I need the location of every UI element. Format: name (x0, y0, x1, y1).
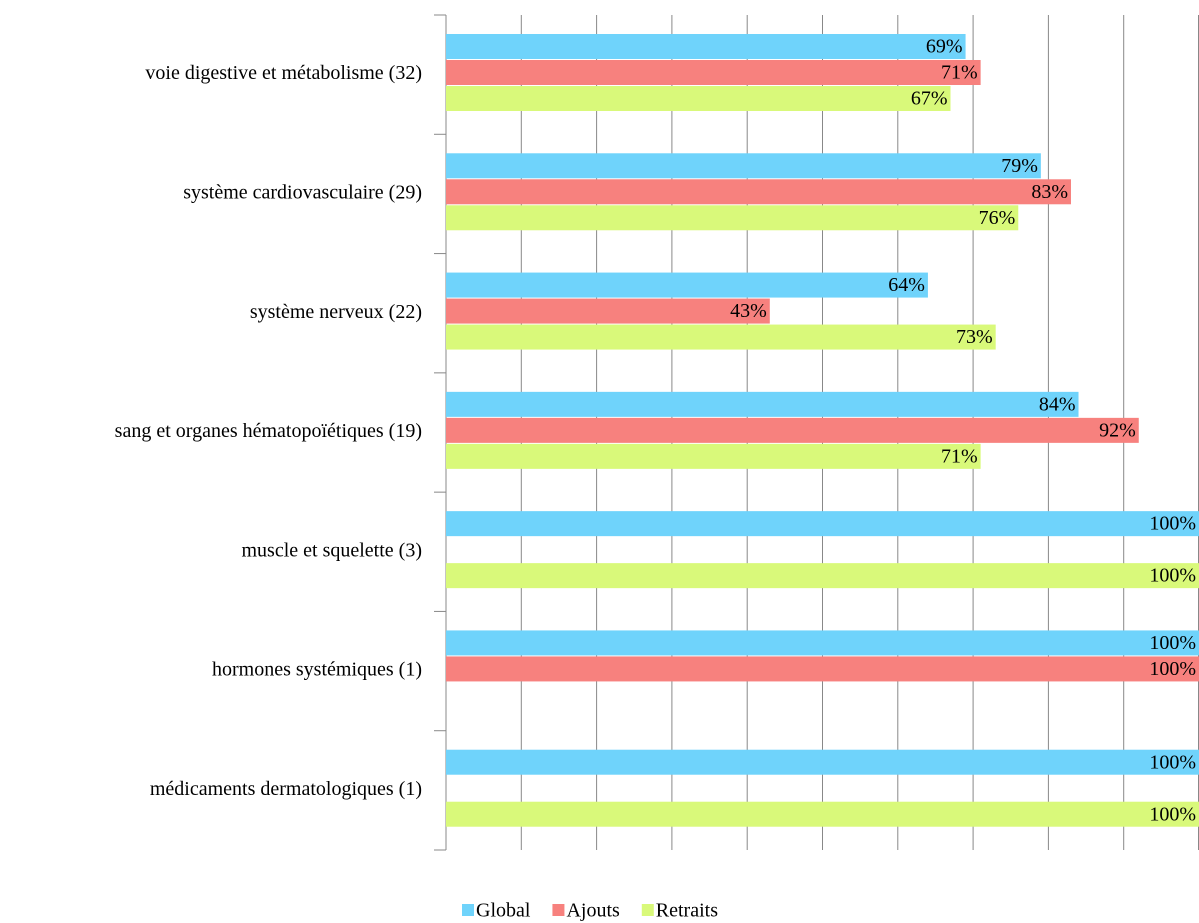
category-label: muscle et squelette (3) (242, 539, 423, 561)
value-label: 79% (1001, 155, 1038, 177)
bar (446, 749, 1199, 775)
bar (446, 324, 996, 350)
legend: Global Ajouts Retraits (462, 900, 718, 922)
legend-swatch (462, 904, 474, 916)
bar (446, 511, 1199, 537)
bar (446, 801, 1199, 827)
legend-label: Global (476, 900, 531, 922)
bar (446, 272, 928, 298)
bar (446, 179, 1071, 205)
category-label: hormones systémiques (1) (212, 659, 422, 681)
bar (446, 443, 981, 469)
bar (446, 563, 1199, 589)
value-label: 73% (956, 326, 993, 348)
category-label: médicaments dermatologiques (1) (150, 778, 422, 800)
value-label: 100% (1149, 803, 1196, 825)
value-label: 100% (1149, 565, 1196, 587)
value-label: 67% (911, 88, 948, 110)
category-label: voie digestive et métabolisme (32) (145, 62, 422, 84)
value-label: 84% (1039, 393, 1076, 415)
bar (446, 205, 1019, 231)
value-label: 43% (730, 300, 767, 322)
value-label: 83% (1031, 181, 1068, 203)
value-label: 92% (1099, 419, 1136, 441)
value-label: 100% (1149, 658, 1196, 680)
value-label: 100% (1149, 751, 1196, 773)
value-label: 76% (979, 207, 1016, 229)
value-label: 64% (888, 274, 925, 296)
bar (446, 656, 1199, 682)
bar (446, 86, 951, 111)
bar (446, 630, 1199, 656)
legend-swatch (641, 904, 654, 916)
value-label: 69% (926, 36, 963, 58)
value-label: 100% (1149, 513, 1196, 535)
legend-label: Retraits (656, 900, 718, 922)
bar (446, 153, 1041, 179)
bar (446, 298, 770, 324)
bar (446, 60, 981, 85)
value-label: 71% (941, 62, 978, 84)
legend-label: Ajouts (566, 900, 620, 922)
bar (446, 391, 1079, 417)
category-label: sang et organes hématopoïétiques (19) (115, 420, 422, 442)
legend-swatch (552, 904, 565, 916)
category-label: système cardiovasculaire (29) (183, 182, 422, 204)
category-label: système nerveux (22) (250, 301, 422, 323)
value-label: 100% (1149, 632, 1196, 654)
bar (446, 417, 1139, 443)
value-label: 71% (941, 445, 978, 467)
bar (446, 34, 966, 59)
